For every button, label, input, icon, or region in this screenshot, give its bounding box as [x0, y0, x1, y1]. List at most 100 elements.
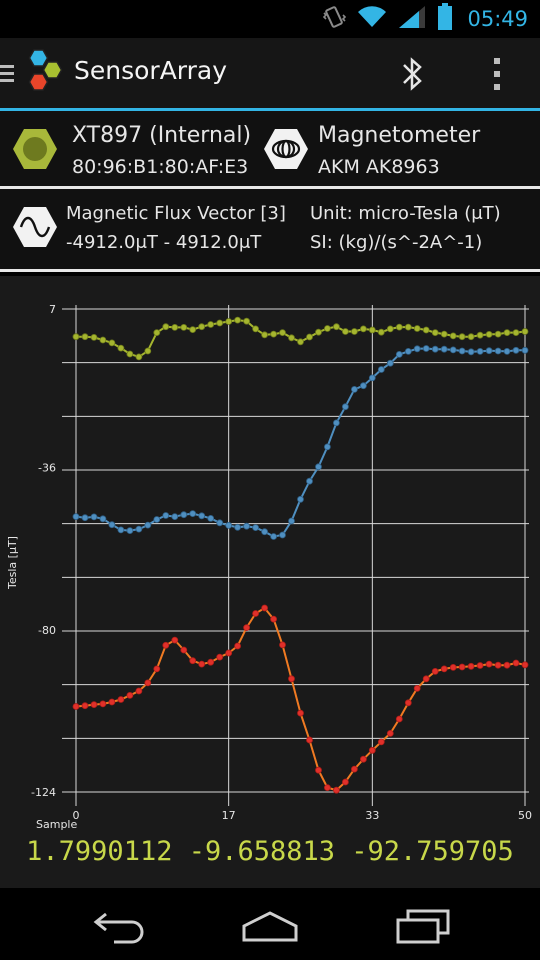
series-line	[75, 347, 525, 538]
data-point	[386, 359, 394, 367]
data-point	[171, 324, 179, 331]
chart-axes: 7 -36 -80 -124 0 17 33 50	[31, 303, 532, 822]
device-address: 80:96:B1:80:AF:E3	[72, 156, 249, 178]
app-logo-icon[interactable]	[18, 48, 66, 102]
data-point	[153, 516, 161, 523]
data-point	[189, 326, 197, 333]
device-sensor-panel: XT897 (Internal) 80:96:B1:80:AF:E3 Magne…	[0, 111, 540, 186]
data-point	[72, 333, 80, 341]
data-point	[297, 495, 304, 503]
battery-icon	[437, 3, 453, 35]
chart-series	[72, 316, 529, 794]
data-point	[153, 329, 161, 336]
recent-apps-icon[interactable]	[394, 908, 452, 948]
data-point	[189, 657, 197, 665]
data-point	[323, 443, 331, 451]
data-point	[135, 353, 143, 361]
panel-divider-2	[0, 269, 540, 272]
chart-grid	[62, 305, 529, 806]
data-point	[144, 521, 152, 529]
data-point	[117, 526, 125, 534]
data-point	[99, 336, 107, 344]
data-point	[359, 325, 367, 333]
data-point	[81, 702, 89, 710]
data-point	[126, 527, 134, 535]
data-point	[521, 328, 529, 335]
y-axis-label: Tesla [μT]	[5, 536, 19, 589]
data-point	[503, 348, 511, 355]
data-point	[180, 646, 188, 654]
data-point	[476, 348, 484, 355]
data-point	[171, 513, 179, 521]
data-point	[449, 346, 457, 354]
data-point	[341, 778, 349, 786]
measurement-range: -4912.0μT - 4912.0μT	[66, 232, 262, 253]
data-point	[144, 347, 152, 355]
data-point	[395, 323, 403, 331]
data-point	[512, 346, 520, 354]
data-point	[332, 323, 340, 331]
data-point	[521, 661, 529, 669]
data-point	[297, 709, 304, 717]
back-icon[interactable]	[92, 908, 148, 948]
sensor-model: AKM AK8963	[318, 156, 440, 178]
data-point	[485, 347, 493, 355]
device-hex-icon	[12, 127, 58, 175]
data-point	[288, 517, 295, 525]
data-point	[306, 736, 313, 744]
data-point	[81, 333, 89, 341]
data-point	[207, 321, 215, 328]
menu-icon[interactable]	[0, 63, 16, 89]
data-point	[297, 338, 304, 346]
x-tick-label: 50	[518, 809, 532, 822]
sensor-readout: 1.7990112 -9.658813 -92.759705	[26, 836, 514, 867]
data-point	[350, 328, 358, 335]
data-point	[404, 323, 412, 331]
data-point	[485, 331, 493, 338]
data-point	[440, 665, 448, 673]
data-point	[162, 641, 170, 649]
data-point	[216, 319, 224, 327]
data-point	[404, 348, 412, 355]
measurement-name: Magnetic Flux Vector [3]	[66, 203, 286, 224]
measurement-panel: Magnetic Flux Vector [3] -4912.0μT - 491…	[0, 189, 540, 269]
data-point	[503, 661, 511, 669]
data-point	[377, 328, 385, 336]
data-point	[395, 351, 403, 358]
panel-divider-1	[0, 186, 540, 189]
data-point	[377, 366, 385, 373]
data-point	[359, 382, 367, 390]
data-point	[216, 653, 224, 661]
overflow-menu-icon[interactable]	[492, 56, 502, 96]
x-tick-label: 0	[73, 809, 80, 822]
x-tick-label: 17	[222, 809, 236, 822]
data-point	[350, 386, 358, 393]
data-point	[198, 323, 206, 331]
data-point	[413, 684, 421, 692]
data-point	[521, 346, 529, 354]
data-point	[467, 333, 475, 341]
data-point	[279, 641, 286, 649]
data-point	[99, 700, 107, 708]
data-point	[440, 345, 448, 353]
data-point	[117, 344, 125, 352]
data-point	[422, 345, 430, 352]
data-point	[503, 329, 511, 336]
data-point	[189, 510, 197, 518]
data-point	[476, 662, 484, 669]
data-point	[386, 729, 394, 737]
data-point	[449, 663, 457, 671]
bluetooth-icon[interactable]	[400, 54, 426, 98]
chart-panel: 7 -36 -80 -124 0 17 33 50 Sample Tesla [μT]	[0, 276, 540, 888]
data-point	[243, 624, 251, 632]
data-point	[431, 345, 439, 353]
home-icon[interactable]	[241, 910, 299, 948]
data-point	[377, 738, 385, 746]
data-point	[350, 765, 358, 773]
navigation-bar	[0, 888, 540, 960]
data-point	[279, 531, 286, 539]
data-point	[90, 334, 98, 341]
clock: 05:49	[467, 7, 528, 31]
data-point	[99, 515, 107, 523]
waveform-icon	[12, 205, 58, 253]
